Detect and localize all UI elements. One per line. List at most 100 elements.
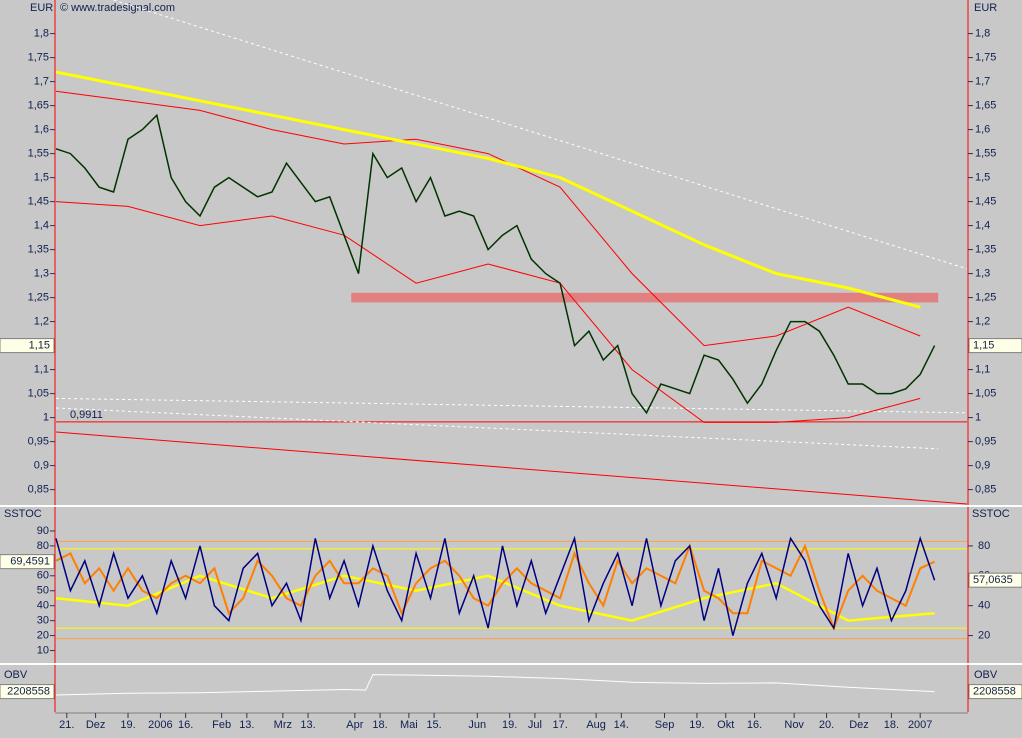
y-tick-label: 60 — [37, 570, 49, 582]
y-tick-label: 1,8 — [34, 28, 49, 40]
y-tick-label: 1,45 — [975, 196, 996, 208]
x-tick-label: 15. — [426, 719, 441, 731]
series-line — [55, 542, 936, 631]
x-tick-label: Jul — [528, 719, 542, 731]
axis-label: EUR — [30, 2, 53, 14]
y2-tick-label: 80 — [978, 540, 990, 552]
y-tick-label: 20 — [37, 629, 49, 641]
y-tick-label: 1,7 — [34, 76, 49, 88]
y-tick-label: 10 — [37, 644, 49, 656]
x-tick-label: Jun — [468, 719, 486, 731]
series-line — [55, 397, 968, 414]
x-tick-label: Feb — [212, 719, 231, 731]
y-tick-label: 1,75 — [28, 52, 49, 64]
y-tick-label: 1 — [43, 412, 49, 424]
y-tick-label: 1,4 — [34, 220, 49, 232]
series-line — [55, 70, 921, 309]
series-line — [55, 113, 936, 415]
y-tick-label: 1,6 — [34, 124, 49, 136]
x-tick-label: Apr — [346, 719, 363, 731]
x-tick-label: 21. — [59, 719, 74, 731]
axis-label: SSTOC — [4, 508, 42, 520]
x-tick-label: Mai — [400, 719, 418, 731]
y-tick-label: 1,3 — [975, 268, 990, 280]
x-tick-label: 13. — [300, 719, 315, 731]
value-label: 57,0635 — [973, 574, 1013, 586]
value-label-box — [968, 684, 1022, 700]
axis-label: SSTOC — [972, 508, 1010, 520]
y-tick-label: 1,4 — [975, 220, 990, 232]
y-tick-label: 1,2 — [34, 316, 49, 328]
y-tick-label: 1,1 — [34, 364, 49, 376]
series-line — [55, 431, 968, 505]
series-line — [113, 0, 968, 270]
y-tick-label: 40 — [37, 600, 49, 612]
y-tick-label: 1,5 — [975, 172, 990, 184]
x-tick-label: 14. — [614, 719, 629, 731]
x-tick-label: Mrz — [274, 719, 292, 731]
x-tick-label: 18. — [372, 719, 387, 731]
y-tick-label: 1,65 — [28, 100, 49, 112]
y-tick-label: 0,9 — [975, 460, 990, 472]
y-tick-label: 30 — [37, 615, 49, 627]
y-tick-label: 0,9 — [34, 460, 49, 472]
axis-label: OBV — [974, 669, 998, 681]
value-label-box — [968, 338, 1022, 354]
series-line — [55, 90, 921, 347]
x-tick-label: 18. — [884, 719, 899, 731]
y-tick-label: 1,1 — [975, 364, 990, 376]
series-line — [55, 574, 935, 622]
axis-label: OBV — [4, 669, 28, 681]
value-label-box — [0, 684, 55, 700]
x-tick-label: Dez — [86, 719, 106, 731]
y-tick-label: 0,85 — [28, 484, 49, 496]
y2-tick-label: 20 — [978, 629, 990, 641]
x-tick-label: 19. — [689, 719, 704, 731]
y-tick-label: 90 — [37, 525, 49, 537]
value-label: 2208558 — [7, 686, 50, 698]
x-tick-label: 2007 — [908, 719, 932, 731]
x-tick-label: 19. — [502, 719, 517, 731]
x-tick-label: 20. — [819, 719, 834, 731]
y-tick-label: 1,65 — [975, 100, 996, 112]
x-tick-label: 16. — [747, 719, 762, 731]
value-label-box — [0, 338, 55, 354]
value-label: 2208558 — [973, 686, 1016, 698]
y-tick-label: 1,75 — [975, 52, 996, 64]
series-line — [55, 201, 921, 423]
y-tick-label: 1,55 — [975, 148, 996, 160]
y-tick-label: 1,05 — [28, 388, 49, 400]
y-tick-label: 1,25 — [28, 292, 49, 304]
y-tick-label: 1,6 — [975, 124, 990, 136]
y-tick-label: 80 — [37, 540, 49, 552]
x-tick-label: 13. — [239, 719, 254, 731]
level-label: 0,9911 — [70, 409, 103, 421]
y-tick-label: 1,55 — [28, 148, 49, 160]
value-label-box — [968, 572, 1022, 588]
x-tick-label: Aug — [586, 719, 606, 731]
y-tick-label: 1,35 — [975, 244, 996, 256]
y-tick-label: 1,2 — [975, 316, 990, 328]
y-tick-label: 1,35 — [28, 244, 49, 256]
y2-tick-label: 40 — [978, 600, 990, 612]
x-tick-label: Dez — [849, 719, 869, 731]
y-tick-label: 1,7 — [975, 76, 990, 88]
source: © www.tradesignal.com — [60, 2, 175, 14]
x-tick-label: 17. — [552, 719, 567, 731]
x-tick-label: Nov — [784, 719, 804, 731]
value-label: 1,15 — [973, 340, 994, 352]
series-line — [55, 535, 936, 636]
y-tick-label: 1,25 — [975, 292, 996, 304]
y-tick-label: 0,95 — [28, 436, 49, 448]
y-tick-label: 1,8 — [975, 28, 990, 40]
axis-label: EUR — [974, 2, 997, 14]
y-tick-label: 0,85 — [975, 484, 996, 496]
y-tick-label: 1 — [975, 412, 981, 424]
zone — [351, 292, 939, 303]
series-line — [55, 674, 935, 696]
y-tick-label: 0,95 — [975, 436, 996, 448]
x-tick-label: 16. — [178, 719, 193, 731]
y-tick-label: 1,5 — [34, 172, 49, 184]
value-label-box — [0, 554, 55, 570]
